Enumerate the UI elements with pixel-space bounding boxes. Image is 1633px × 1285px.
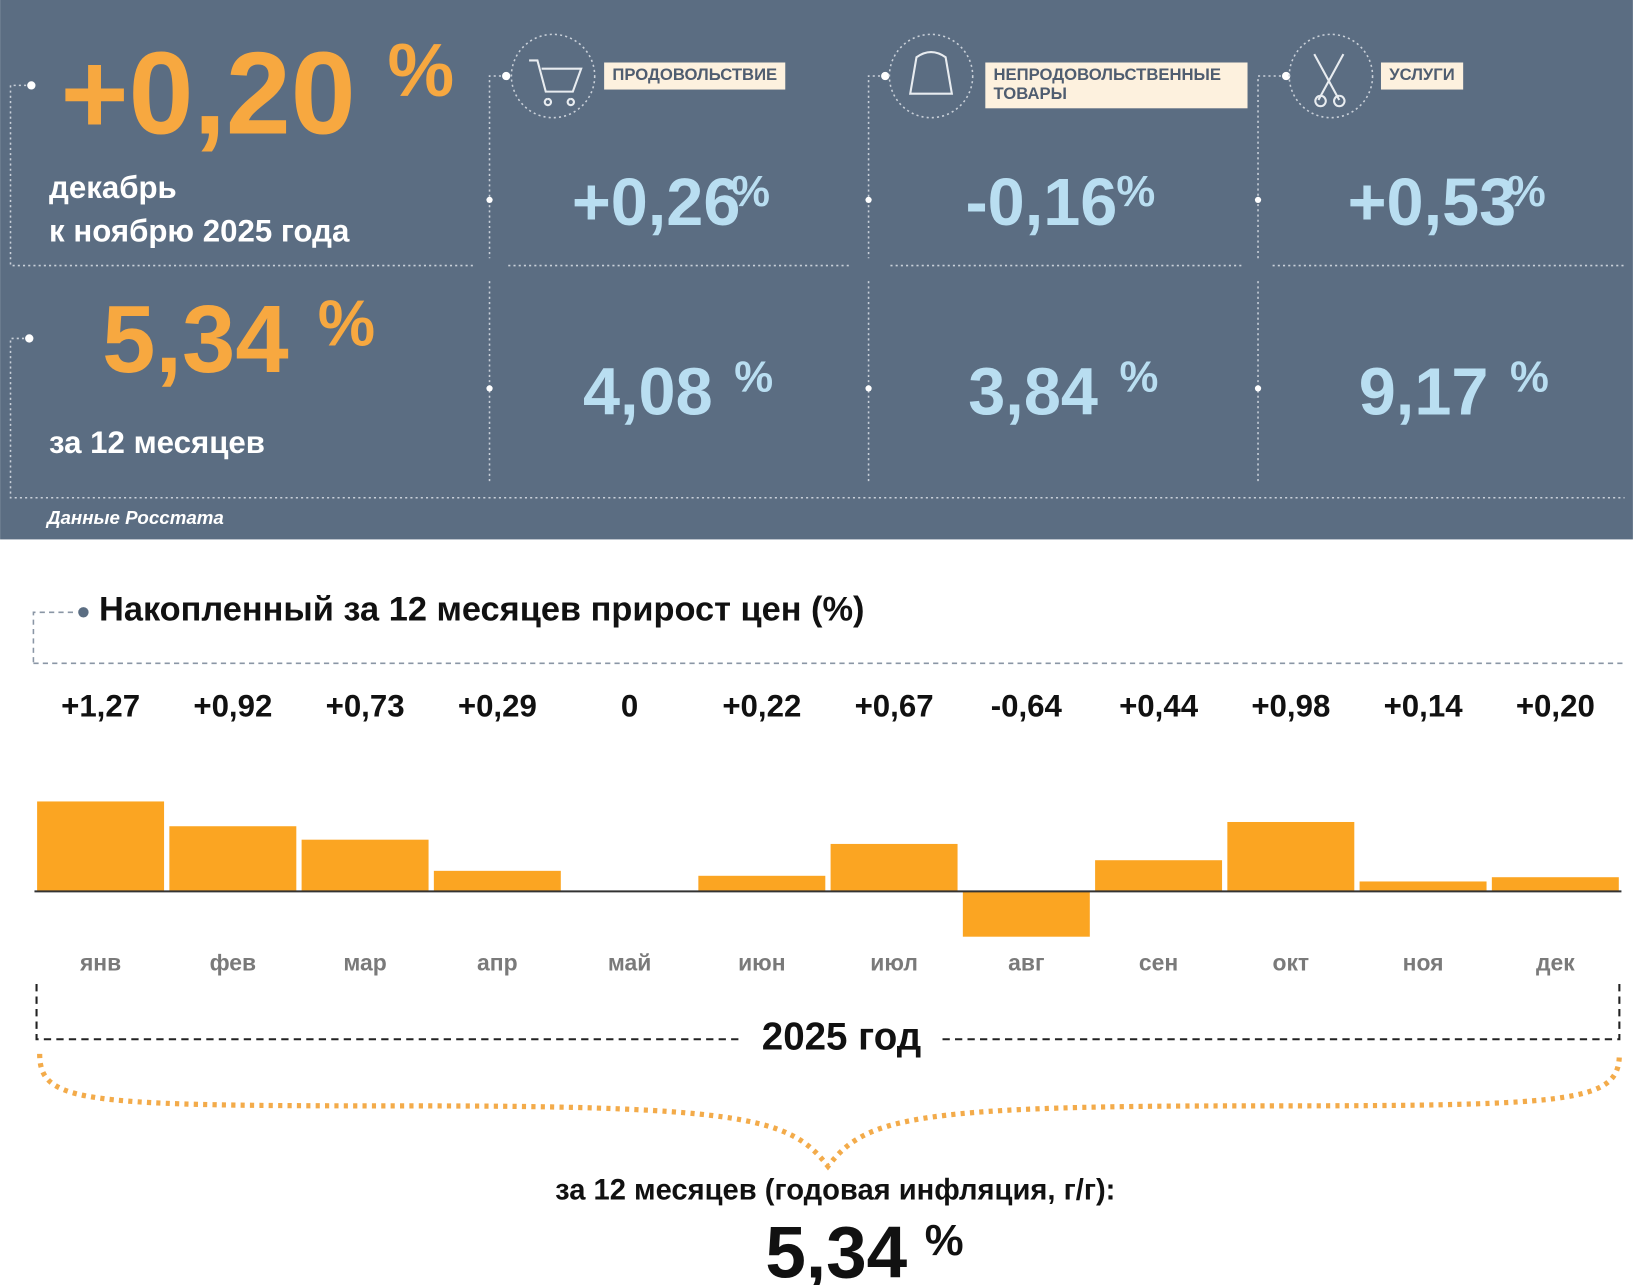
value-label: +0,20 [1516,688,1595,723]
x-tick-label: сен [1139,950,1178,976]
value-label: +0,92 [193,688,272,723]
bar [1359,881,1487,892]
value-label: +0,73 [326,688,405,723]
bar [1491,877,1619,892]
bar [1095,860,1223,892]
value-label: -0,64 [991,688,1063,723]
percent-sign: % [318,288,375,360]
connectors [9,33,1625,499]
chart-decor [32,607,1625,1171]
value-label: +0,14 [1384,688,1464,723]
percent-sign: % [1510,353,1549,402]
chart-title: Накопленный за 12 месяцев прирост цен (%… [99,591,864,629]
bar [169,826,297,892]
group-label-box: ПРОДОВОЛЬСТВИЕ [604,62,786,90]
bar [433,870,561,892]
x-tick-label: июн [738,950,785,976]
percent-sign: % [387,28,454,112]
percent-sign: % [731,167,770,216]
percent-sign: % [925,1216,964,1265]
percent-sign: % [1120,353,1159,402]
bar [698,875,826,892]
group-monthly: +0,53 [1348,166,1517,240]
caption: к ноябрю 2025 года [49,214,350,249]
group-monthly: +0,26 [572,166,741,240]
x-tick-label: мар [343,950,386,976]
x-tick-label: окт [1272,950,1309,976]
group-label-box: НЕПРОДОВОЛЬСТВЕННЫЕ ТОВАРЫ [985,62,1248,109]
group-label: ПРОДОВОЛЬСТВИЕ [604,62,786,90]
value-label: +0,22 [722,688,801,723]
value-label: +0,98 [1251,688,1330,723]
value-label: 0 [621,688,638,723]
percent-sign: % [1507,167,1546,216]
x-tick-label: апр [477,950,518,976]
x-tick-label: ноя [1403,950,1444,976]
annual-value: 5,34 [102,286,288,393]
x-tick-label: дек [1536,950,1575,976]
period-label: 2025 год [762,1016,921,1059]
value-label: +0,29 [458,688,537,723]
summary-panel [0,0,1633,540]
groups: ПРОДОВОЛЬСТВИЕ +0,26% 4,08 % НЕПРОДОВОЛЬСТВЕ… [572,62,1549,429]
summary-caption: за 12 месяцев (годовая инфляция, г/г): [555,1175,1115,1207]
caption: за 12 месяцев [49,425,265,460]
value-label: +0,44 [1119,688,1199,723]
group-annual: 9,17 [1359,355,1489,429]
bar [962,891,1090,937]
group-annual: 3,84 [968,355,1098,429]
x-tick-label: авг [1008,950,1044,976]
group-monthly: -0,16 [965,166,1117,240]
percent-sign: % [734,353,773,402]
value-label: +1,27 [61,688,140,723]
group-label: УСЛУГИ [1380,62,1464,90]
group-label-box: УСЛУГИ [1380,62,1464,90]
x-tick-label: май [608,950,651,976]
value-label: +0,67 [855,688,934,723]
percent-sign: % [1116,167,1155,216]
bar [301,839,429,892]
x-tick-label: фев [210,950,257,976]
source: Данные Росстата [45,507,224,528]
bar [1227,821,1355,892]
group-label: НЕПРОДОВОЛЬСТВЕННЫЕ ТОВАРЫ [985,62,1248,109]
group-annual: 4,08 [583,355,713,429]
x-tick-label: июл [870,950,918,976]
monthly-value: +0,20 [60,27,355,158]
bar [37,801,165,892]
bar-chart: +1,27 янв +0,92 фев +0,73 мар +0,29 апр 0 май +0,2… [34,688,1622,976]
summary-value: 5,34 [765,1213,907,1285]
caption: декабрь [49,170,177,205]
x-tick-label: янв [79,950,121,976]
bar [830,843,958,892]
